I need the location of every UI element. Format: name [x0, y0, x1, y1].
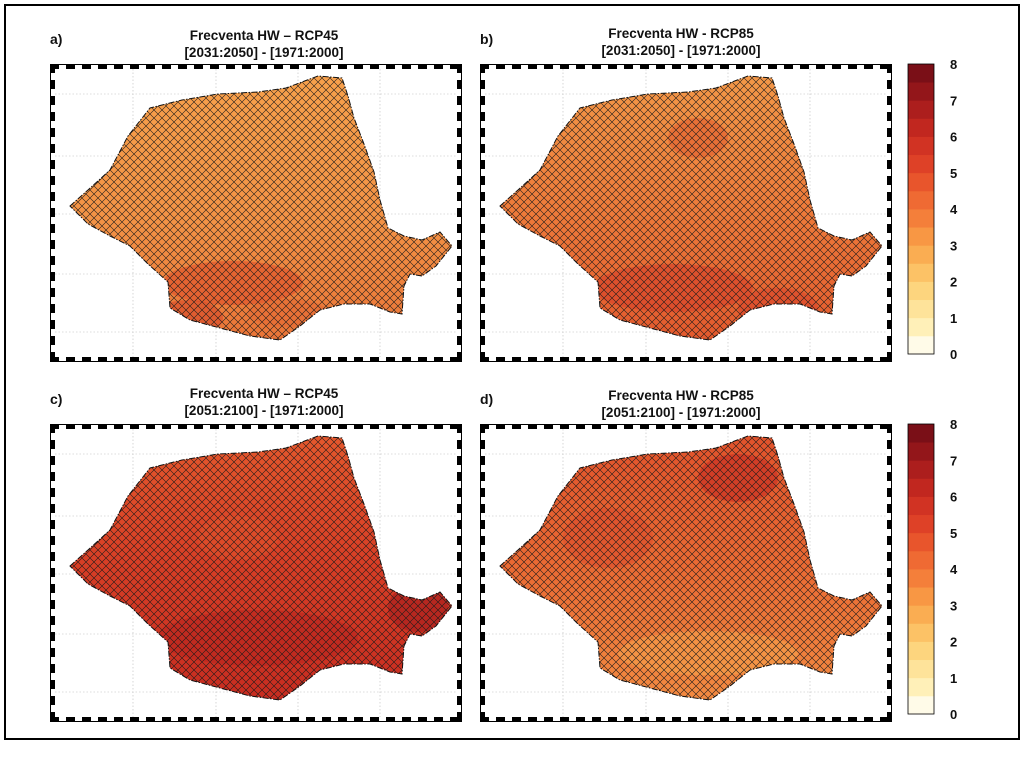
colorbar-top-segment — [908, 64, 934, 83]
colorbar-bottom-segment — [908, 442, 934, 461]
colorbar-bottom-segment — [908, 623, 934, 642]
colorbar-top-segment — [908, 263, 934, 282]
colorbar-bottom-segment — [908, 659, 934, 679]
colorbar-tick-label: 0 — [950, 707, 957, 722]
colorbar-tick-label: 3 — [950, 598, 957, 613]
colorbar-bottom-segment — [908, 532, 934, 552]
colorbar-tick-label: 8 — [950, 57, 957, 72]
panel-c-label: c) — [50, 391, 62, 407]
colorbar-tick-label: 7 — [950, 453, 957, 468]
colorbar-top-segment — [908, 227, 934, 246]
colorbar-border — [907, 63, 935, 355]
panel-d-map — [480, 424, 892, 722]
colorbar-tick-label: 2 — [950, 635, 957, 650]
panel-d-label: d) — [480, 391, 493, 407]
panel-b-title: Frecventa HW - RCP85 — [608, 26, 754, 41]
colorbar-top-segment — [908, 245, 934, 264]
panel-c-frame-ticks — [50, 424, 462, 722]
panel-d-subtitle: [2051:2100] - [1971:2000] — [601, 405, 760, 420]
colorbar-bottom-segment — [908, 478, 934, 497]
panel-b-label: b) — [480, 31, 493, 47]
panel-a-map — [50, 64, 462, 362]
colorbar-tick-label: 1 — [950, 671, 957, 686]
panel-b-subtitle: [2031:2050] - [1971:2000] — [601, 43, 760, 58]
colorbar-tick-label: 4 — [950, 562, 958, 577]
colorbar-bottom-segment — [908, 496, 934, 516]
colorbar-top-segment — [908, 281, 934, 301]
panel-b-frame-ticks — [480, 64, 892, 362]
panel-c-map — [50, 424, 462, 722]
panel-a-border — [50, 64, 462, 362]
colorbar-top-segment — [908, 136, 934, 156]
colorbar-tick-label: 4 — [950, 202, 958, 217]
colorbar-top-segment — [908, 335, 934, 355]
colorbar-bottom-segment — [908, 460, 934, 479]
colorbar-bottom-segment — [908, 605, 934, 624]
panel-a-subtitle: [2031:2050] - [1971:2000] — [184, 45, 343, 60]
colorbar-bottom-segment — [908, 514, 934, 534]
colorbar-tick-label: 5 — [950, 526, 957, 541]
colorbar-bottom-segment — [908, 695, 934, 715]
colorbar-bottom: 0 1 2 3 4 5 6 7 8 — [907, 417, 958, 722]
panel-a: a) Frecventa HW – RCP45 [2031:2050] - [1… — [50, 28, 462, 362]
colorbar-top-segment — [908, 317, 934, 337]
colorbar-tick-label: 1 — [950, 311, 957, 326]
colorbar-tick-label: 6 — [950, 130, 957, 145]
colorbar-tick-label: 2 — [950, 275, 957, 290]
colorbar-tick-label: 7 — [950, 93, 957, 108]
panel-b: b) Frecventa HW - RCP85 [2031:2050] - [1… — [480, 26, 892, 362]
colorbar-top-segment — [908, 118, 934, 137]
panel-c: c) Frecventa HW – RCP45 [2051:2100] - [1… — [50, 386, 462, 722]
colorbar-top-segment — [908, 100, 934, 119]
colorbar-tick-label: 8 — [950, 417, 957, 432]
colorbar-bottom-segment — [908, 587, 934, 606]
panel-c-subtitle: [2051:2100] - [1971:2000] — [184, 403, 343, 418]
panel-a-frame-ticks — [50, 64, 462, 362]
colorbar-tick-label: 6 — [950, 490, 957, 505]
panel-c-romania-map — [69, 435, 453, 701]
colorbar-border — [907, 423, 935, 715]
colorbar-top-segment — [908, 172, 934, 192]
panel-d: d) Frecventa HW - RCP85 [2051:2100] - [1… — [480, 388, 892, 722]
panel-d-romania-map — [499, 435, 883, 701]
colorbar-top-segment — [908, 154, 934, 174]
colorbar-bottom-segment — [908, 641, 934, 661]
colorbar-top: 0 1 2 3 4 5 6 7 8 — [907, 57, 958, 362]
colorbar-bottom-segment — [908, 424, 934, 443]
colorbar-bottom-segment — [908, 550, 934, 570]
panel-c-title: Frecventa HW – RCP45 — [190, 386, 339, 401]
colorbar-top-segment — [908, 82, 934, 101]
colorbar-tick-label: 5 — [950, 166, 957, 181]
panel-c-border — [50, 424, 462, 722]
colorbar-top-segment — [908, 299, 934, 319]
panel-a-label: a) — [50, 31, 62, 47]
panel-d-title: Frecventa HW - RCP85 — [608, 388, 754, 403]
colorbar-top-segment — [908, 209, 934, 228]
panel-d-frame-ticks — [480, 424, 892, 722]
colorbar-bottom-segment — [908, 569, 934, 588]
colorbar-bottom-segment — [908, 677, 934, 697]
panel-b-map — [480, 64, 892, 362]
panel-b-border — [480, 64, 892, 362]
colorbar-tick-label: 0 — [950, 347, 957, 362]
panel-a-title: Frecventa HW – RCP45 — [190, 28, 339, 43]
panel-d-border — [480, 424, 892, 722]
colorbar-top-segment — [908, 190, 934, 210]
colorbar-tick-label: 3 — [950, 238, 957, 253]
